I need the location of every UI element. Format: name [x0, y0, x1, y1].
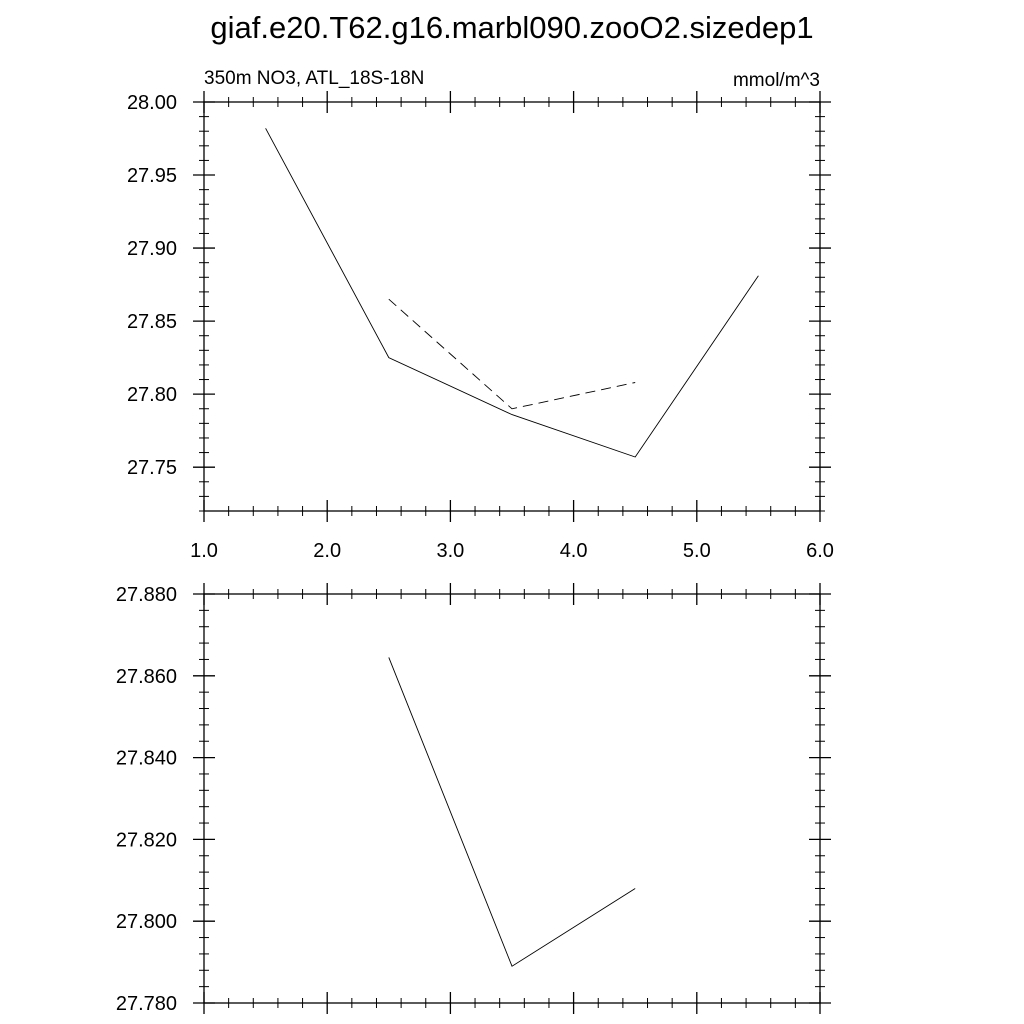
top-y-tick-label: 27.95 — [127, 165, 177, 187]
top-x-tick-label: 1.0 — [190, 540, 218, 562]
top-plot-frame — [203, 101, 821, 512]
top-y-tick-label: 28.00 — [127, 92, 177, 114]
top-y-tick-label: 27.75 — [127, 457, 177, 479]
top-x-tick-label: 5.0 — [683, 540, 711, 562]
bottom-plot-frame — [203, 593, 821, 1004]
bottom-y-tick-label: 27.880 — [116, 584, 177, 606]
top-panel-right-label: mmol/m^3 — [733, 70, 820, 91]
top-x-tick-label: 3.0 — [436, 540, 464, 562]
top-x-tick-label: 4.0 — [560, 540, 588, 562]
bottom-y-tick-label: 27.860 — [116, 666, 177, 688]
top-x-tick-label: 6.0 — [806, 540, 834, 562]
figure-title: giaf.e20.T62.g16.marbl090.zooO2.sizedep1 — [210, 10, 813, 45]
top-y-tick-label: 27.85 — [127, 311, 177, 333]
top-panel: 350m NO3, ATL_18S-18N mmol/m^3 28.00 27.9… — [127, 68, 834, 562]
bottom-y-tick-label: 27.840 — [116, 748, 177, 770]
top-x-tick-label: 2.0 — [313, 540, 341, 562]
top-y-tick-label: 27.90 — [127, 238, 177, 260]
top-panel-left-label: 350m NO3, ATL_18S-18N — [204, 68, 424, 89]
bottom-y-tick-label: 27.800 — [116, 911, 177, 933]
bottom-y-tick-label: 27.820 — [116, 829, 177, 851]
top-series-line-2 — [388, 298, 636, 410]
top-y-tick-label: 27.80 — [127, 384, 177, 406]
bottom-panel: 27.880 27.860 27.840 27.820 27.800 27.780 — [116, 583, 831, 1015]
bottom-y-tick-label: 27.780 — [116, 993, 177, 1015]
top-series-line-1 — [265, 128, 759, 458]
bottom-series-line-1 — [388, 657, 636, 967]
